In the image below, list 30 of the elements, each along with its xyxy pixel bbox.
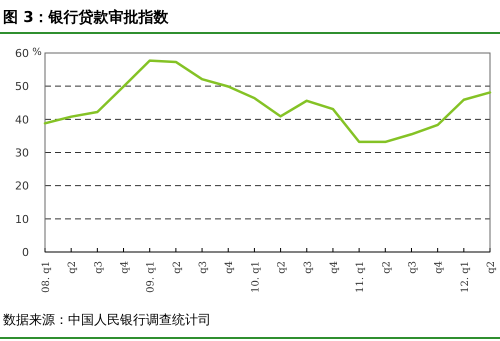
y-tick-label: 10 [15, 212, 29, 226]
x-tick-label: q3 [302, 261, 314, 274]
y-tick-label: 0 [22, 246, 29, 259]
x-tick-label: 11. q1 [355, 261, 366, 293]
x-tick-label: q2 [486, 261, 497, 274]
x-tick-label: q4 [120, 261, 131, 274]
x-tick-label: q2 [276, 261, 288, 274]
x-tick-label: q2 [172, 261, 183, 274]
line-series [44, 59, 492, 144]
x-tick-label: 08. q1 [41, 261, 52, 293]
x-tick-label: q4 [434, 261, 445, 274]
y-tick-label: 40 [15, 113, 29, 126]
plot: 0 10 20 30 40 50 60 % 08. q1 q2 q3 q4 09. q1 q2 q3 q4 10. q1 q2 q3 q4 11. q1 q2 q3 q4 12. q1 q2 [15, 47, 497, 293]
y-tick-label: 20 [15, 180, 29, 193]
x-tick-label: q4 [328, 261, 340, 274]
source-note: 数据来源：中国人民银行调查统计司 [3, 313, 211, 328]
y-axis-title: % [32, 47, 42, 58]
y-tick-label: 30 [15, 146, 29, 160]
x-tick-label: q3 [93, 261, 104, 274]
x-tick-label: q2 [67, 261, 78, 274]
y-tick-label: 50 [15, 80, 29, 94]
y-tick-label: 60 [15, 47, 29, 60]
x-tick-label: q4 [224, 261, 236, 274]
chart-title: 图 3：银行贷款审批指数 [3, 8, 170, 26]
x-tick-label: 09. q1 [146, 261, 157, 293]
x-tick-label: 12. q1 [460, 261, 471, 293]
x-tick-label: 10. q1 [250, 261, 262, 293]
x-tick-label: q3 [407, 261, 418, 274]
x-tick-label: q3 [198, 261, 210, 274]
x-tick-label: q2 [381, 261, 392, 274]
